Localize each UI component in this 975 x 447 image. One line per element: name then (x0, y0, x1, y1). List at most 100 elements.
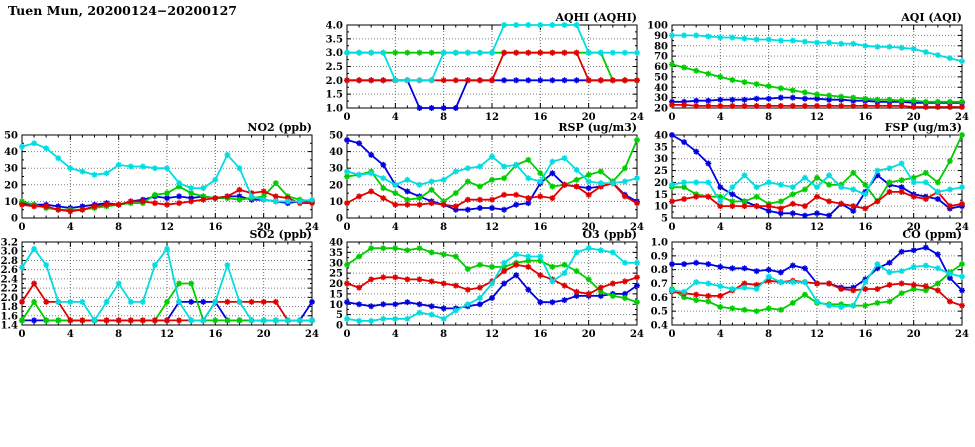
x-tick-label: 0 (344, 329, 351, 340)
y-tick-label: 3.5 (326, 34, 343, 45)
y-tick-label: 1.5 (326, 90, 343, 101)
series-cyan (669, 32, 965, 65)
series-markers-red (19, 186, 315, 215)
series-line-cyan (672, 34, 963, 63)
y-tick-label: 30 (4, 164, 18, 175)
series-markers-cyan (344, 245, 640, 324)
x-tick-label: 4 (392, 329, 399, 340)
y-tick-label: 40 (329, 238, 343, 249)
y-tick-label: 1.4 (1, 321, 18, 332)
y-tick-label: 1.0 (651, 238, 668, 249)
x-tick-label: 8 (765, 222, 772, 233)
x-tick-label: 4 (392, 112, 399, 123)
series-cyan (344, 153, 640, 188)
page-title: Tuen Mun, 20200124−20200127 (8, 3, 237, 18)
x-tick-label: 16 (858, 329, 872, 340)
series-markers-red (344, 261, 640, 297)
y-tick-label: 2.8 (1, 256, 18, 267)
x-tick-label: 20 (907, 329, 921, 340)
y-tick-label: 25 (654, 166, 668, 177)
y-tick-label: 20 (654, 178, 668, 189)
y-tick-label: 2.0 (1, 293, 18, 304)
x-tick-label: 4 (67, 329, 74, 340)
series-red (669, 188, 965, 212)
x-tick-label: 4 (717, 112, 724, 123)
series-cyan (19, 140, 315, 205)
x-tick-label: 0 (669, 222, 676, 233)
chart-so2: 1.41.61.82.02.22.42.62.83.03.2 0 4 8 12 16 20 2… (1, 228, 319, 340)
series-markers-red (669, 101, 965, 110)
y-tick-label: 2.4 (1, 274, 18, 285)
series-markers-cyan (344, 153, 640, 188)
y-tick-label: 35 (329, 248, 343, 259)
x-tick-label: 20 (257, 329, 271, 340)
x-tick-label: 4 (717, 222, 724, 233)
series-cyan (669, 160, 965, 205)
series-red (669, 101, 965, 110)
x-tick-label: 24 (630, 329, 644, 340)
series-markers-cyan (344, 22, 640, 84)
chart-title: AQI (AQI) (900, 11, 962, 24)
y-tick-label: 10 (4, 197, 18, 208)
x-tick-label: 24 (630, 112, 644, 123)
x-tick-label: 4 (717, 329, 724, 340)
x-tick-label: 0 (19, 329, 26, 340)
y-tick-label: 80 (654, 41, 668, 52)
y-tick-label: 0.4 (651, 321, 668, 332)
x-tick-label: 24 (305, 329, 319, 340)
y-tick-label: 5 (661, 214, 668, 225)
y-tick-label: 1.8 (1, 302, 18, 313)
y-tick-label: 0 (336, 214, 343, 225)
x-tick-label: 24 (630, 222, 644, 233)
chart-rsp: 0 10 20 30 40 50 0 4 8 12 16 20 24 RSP (ug/m3) (329, 121, 644, 233)
x-tick-label: 16 (208, 329, 222, 340)
chart-title: RSP (ug/m3) (558, 121, 637, 134)
x-tick-label: 12 (810, 112, 824, 123)
x-tick-label: 12 (160, 329, 174, 340)
x-tick-label: 8 (440, 329, 447, 340)
x-tick-label: 8 (765, 329, 772, 340)
chart-no2: 0 10 20 30 40 50 0 4 8 12 16 20 24 NO2 (ppb) (4, 121, 319, 233)
series-markers-cyan (19, 140, 315, 205)
chart-title: FSP (ug/m3) (885, 121, 962, 134)
y-tick-label: 4.0 (326, 21, 343, 32)
x-tick-label: 16 (858, 112, 872, 123)
x-tick-label: 20 (907, 112, 921, 123)
chart-title: NO2 (ppb) (247, 121, 312, 134)
x-tick-label: 0 (344, 222, 351, 233)
x-tick-label: 16 (533, 222, 547, 233)
x-tick-label: 4 (392, 222, 399, 233)
y-tick-label: 2.0 (326, 76, 343, 87)
y-tick-label: 20 (329, 279, 343, 290)
y-tick-label: 50 (654, 72, 668, 83)
x-tick-label: 12 (485, 222, 499, 233)
x-tick-label: 8 (115, 222, 122, 233)
x-tick-label: 24 (305, 222, 319, 233)
y-tick-label: 30 (654, 154, 668, 165)
y-tick-label: 5 (336, 310, 343, 321)
series-markers-cyan (669, 160, 965, 205)
x-tick-label: 0 (344, 112, 351, 123)
y-tick-label: 30 (654, 93, 668, 104)
x-tick-label: 20 (582, 112, 596, 123)
x-tick-label: 16 (858, 222, 872, 233)
x-tick-label: 24 (955, 112, 969, 123)
x-tick-label: 16 (208, 222, 222, 233)
y-tick-label: 10 (329, 300, 343, 311)
chart-title: SO2 (ppb) (250, 228, 313, 241)
y-tick-label: 0.5 (651, 307, 668, 318)
x-tick-label: 0 (669, 329, 676, 340)
y-tick-label: 20 (4, 180, 18, 191)
y-tick-label: 0 (11, 214, 18, 225)
series-red (19, 186, 315, 215)
series-markers-green (669, 61, 965, 105)
x-tick-label: 0 (19, 222, 26, 233)
series-cyan (669, 261, 965, 310)
x-tick-label: 24 (955, 329, 969, 340)
y-tick-label: 3.0 (1, 247, 18, 258)
y-tick-label: 60 (654, 62, 668, 73)
